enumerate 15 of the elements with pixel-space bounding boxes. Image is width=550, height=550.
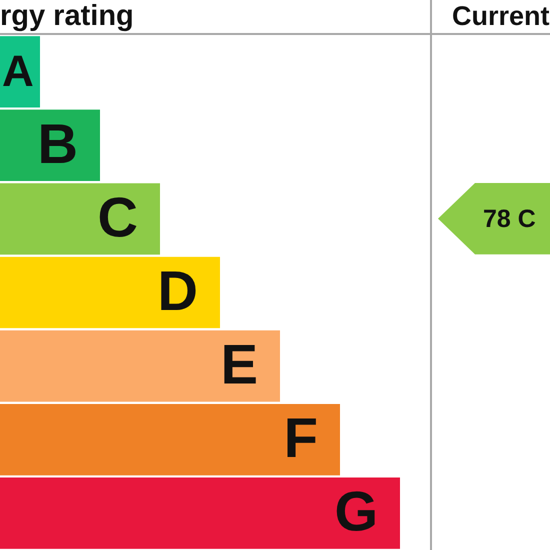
bar (0, 478, 400, 549)
y-tick-label: D (158, 258, 198, 322)
y-tick-label: G (334, 480, 378, 543)
y-tick-label: C (98, 185, 138, 248)
y-tick-label: B (38, 112, 78, 175)
y-tick-label: A (2, 46, 34, 96)
y-tick-label: E (220, 332, 258, 396)
bar (0, 256, 220, 328)
y-tick-label: F (284, 406, 318, 470)
bar (0, 404, 340, 476)
bar (0, 330, 280, 402)
text: Current (452, 0, 550, 32)
chart-title: rgy rating (0, 0, 134, 32)
text: 78 C (483, 204, 536, 234)
bar (0, 183, 160, 255)
